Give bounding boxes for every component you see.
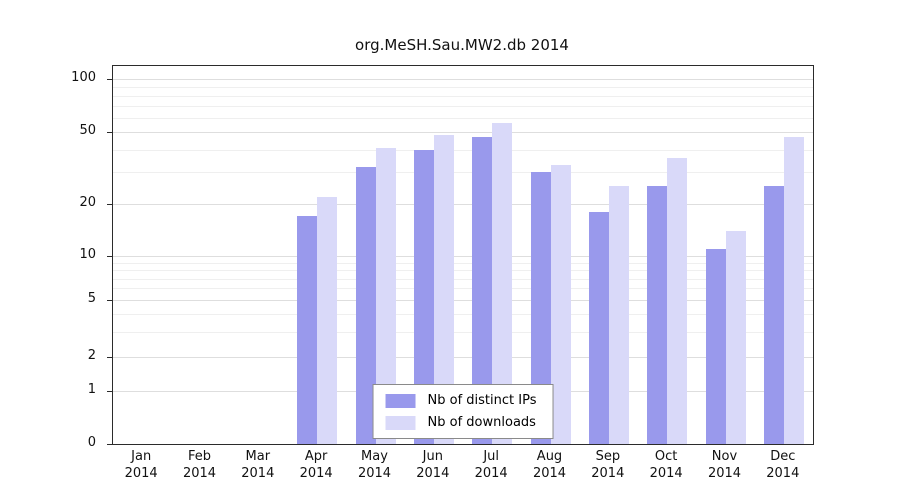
- bar-downloads: [667, 157, 688, 444]
- y-tick-mark: [107, 204, 113, 205]
- bar-downloads: [433, 135, 454, 444]
- bar-distinct-ips: [530, 172, 551, 444]
- x-tick-label: Jun 2014: [416, 449, 450, 481]
- gridline-minor: [113, 313, 813, 315]
- legend-label-downloads: Nb of downloads: [427, 415, 536, 430]
- legend-label-distinct-ips: Nb of distinct IPs: [427, 393, 537, 408]
- x-tick-label: Apr 2014: [299, 449, 333, 481]
- y-tick-label: 20: [79, 195, 96, 210]
- bar-distinct-ips: [472, 136, 493, 444]
- gridline-minor: [113, 118, 813, 120]
- x-tick-label: Jan 2014: [124, 449, 158, 481]
- gridline-major: [113, 204, 813, 205]
- x-tick-label: Mar 2014: [241, 449, 275, 481]
- gridline-minor: [113, 331, 813, 333]
- bar-distinct-ips: [647, 186, 668, 444]
- x-axis: Jan 2014 Feb 2014 Mar 2014 Apr 2014 May 2014 Jun 20…: [112, 449, 812, 489]
- bar-downloads: [608, 186, 629, 444]
- bar-downloads: [725, 230, 746, 444]
- legend-swatch-downloads: [385, 415, 416, 430]
- y-tick-mark: [107, 300, 113, 301]
- gridline-minor: [113, 172, 813, 174]
- bar-downloads: [550, 164, 571, 444]
- x-tick-label: Oct 2014: [649, 449, 683, 481]
- y-tick-label: 1: [87, 382, 96, 397]
- gridline-minor: [113, 96, 813, 98]
- legend: Nb of distinct IPs Nb of downloads: [372, 384, 554, 439]
- y-tick-label: 2: [87, 348, 96, 363]
- y-tick-label: 100: [71, 70, 96, 85]
- bar-distinct-ips: [297, 216, 318, 444]
- y-axis: 100 50 20 10 5 2 1 0: [0, 65, 104, 450]
- plot-area: Nb of distinct IPs Nb of downloads: [107, 65, 814, 445]
- y-tick-label: 0: [87, 435, 96, 450]
- y-tick-mark: [107, 256, 113, 257]
- y-tick-mark: [107, 132, 113, 133]
- x-tick-label: Aug 2014: [532, 449, 567, 481]
- gridline-major: [113, 132, 813, 133]
- gridline-minor: [113, 87, 813, 89]
- gridline-major: [113, 256, 813, 257]
- bar-distinct-ips: [588, 211, 609, 444]
- bar-distinct-ips: [355, 167, 376, 444]
- gridline-minor: [113, 270, 813, 272]
- chart-title: org.MeSH.Sau.MW2.db 2014: [355, 36, 569, 54]
- bar-distinct-ips: [413, 149, 434, 444]
- x-tick-label: Nov 2014: [707, 449, 742, 481]
- gridline-minor: [113, 106, 813, 108]
- bar-downloads: [375, 147, 396, 444]
- x-tick-label: Dec 2014: [766, 449, 800, 481]
- x-tick-label: Feb 2014: [182, 449, 217, 481]
- legend-item-distinct-ips: Nb of distinct IPs: [385, 393, 537, 408]
- legend-item-downloads: Nb of downloads: [385, 415, 537, 430]
- gridline-minor: [113, 278, 813, 280]
- gridline-minor: [113, 262, 813, 264]
- bar-distinct-ips: [763, 186, 784, 444]
- legend-swatch-distinct-ips: [385, 393, 416, 408]
- x-tick-label: May 2014: [357, 449, 392, 481]
- y-tick-mark: [107, 391, 113, 392]
- x-tick-label: Jul 2014: [474, 449, 508, 481]
- y-tick-label: 10: [79, 247, 96, 262]
- y-tick-mark: [107, 79, 113, 80]
- bar-distinct-ips: [705, 248, 726, 444]
- x-tick-label: Sep 2014: [591, 449, 625, 481]
- y-tick-label: 50: [79, 123, 96, 138]
- gridline-minor: [113, 149, 813, 151]
- bar-downloads: [492, 123, 513, 444]
- y-tick-mark: [107, 444, 113, 445]
- gridline-minor: [113, 288, 813, 290]
- y-tick-mark: [107, 357, 113, 358]
- y-tick-label: 5: [87, 291, 96, 306]
- gridline-major: [113, 357, 813, 358]
- gridline-major: [113, 79, 813, 80]
- bar-downloads: [783, 136, 804, 444]
- bar-downloads: [317, 196, 338, 444]
- gridline-major: [113, 300, 813, 301]
